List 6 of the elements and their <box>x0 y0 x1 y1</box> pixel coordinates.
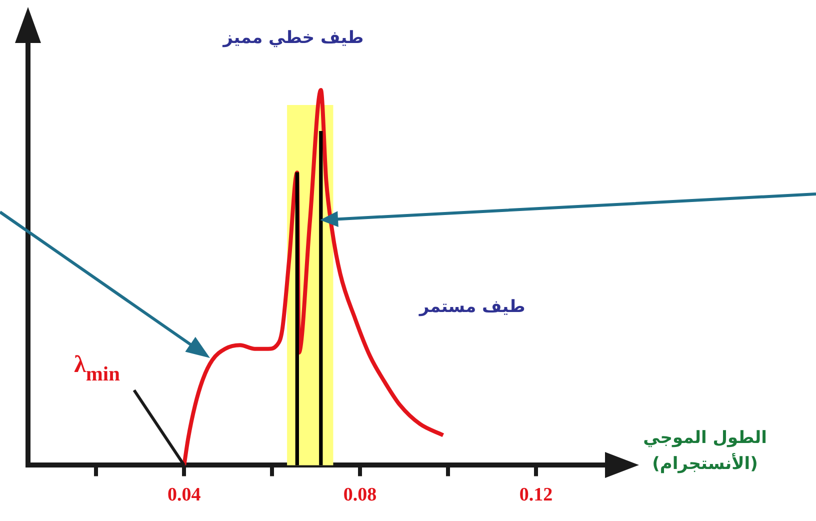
annotation: طيف مستمر <box>418 297 526 317</box>
x-axis-title: الطول الموجي (الأنستجرام) <box>643 428 767 474</box>
x-tick-label: 0.08 <box>343 484 377 506</box>
text: طيف خطي مميز <box>222 28 364 48</box>
x-tick-label: 0.12 <box>519 484 553 506</box>
x-tick-label: 0.04 <box>168 484 202 506</box>
